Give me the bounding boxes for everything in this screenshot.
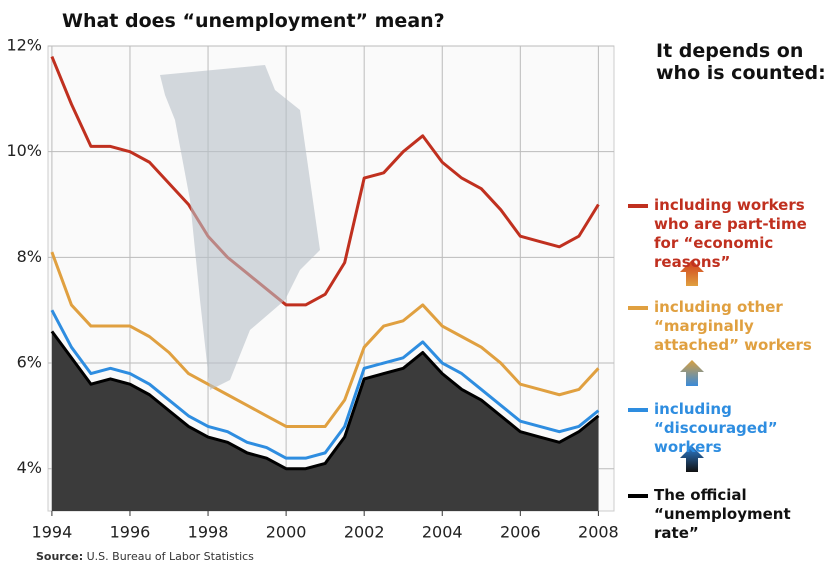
chart-title: What does “unemployment” mean?: [62, 10, 445, 32]
y-tick-label: 10%: [6, 141, 42, 160]
chart: 4% 6% 8% 10% 12% 1994 1996 1998 2000 2002 2004 2006…: [0, 0, 836, 568]
legend-label: including workers who are part-time for …: [654, 196, 833, 272]
legend-swatch: [628, 306, 648, 310]
source-label: Source:: [36, 550, 83, 563]
x-tick-label: 2002: [344, 523, 385, 542]
annotation: It depends on who is counted:: [656, 40, 826, 84]
legend-label: The official “unemployment rate”: [654, 486, 833, 543]
x-tick-label: 2008: [578, 523, 619, 542]
y-tick-label: 12%: [6, 36, 42, 55]
x-tick-label: 2004: [422, 523, 463, 542]
plot-area: 4% 6% 8% 10% 12% 1994 1996 1998 2000 2002 2004 2006…: [6, 36, 618, 542]
legend-swatch: [628, 408, 648, 412]
y-tick-label: 6%: [17, 353, 42, 372]
source: Source: U.S. Bureau of Labor Statistics: [36, 550, 254, 563]
x-tick-label: 1994: [32, 523, 73, 542]
source-text: U.S. Bureau of Labor Statistics: [87, 550, 254, 563]
legend-label: including other “marginally attached” wo…: [654, 298, 833, 355]
legend-label: including “discouraged” workers: [654, 400, 833, 457]
x-tick-label: 1996: [110, 523, 151, 542]
y-tick-label: 4%: [17, 458, 42, 477]
legend-entry: including other “marginally attached” wo…: [628, 298, 833, 355]
legend-entry: including workers who are part-time for …: [628, 196, 833, 272]
legend-entry: including “discouraged” workers: [628, 400, 833, 457]
x-tick-label: 2006: [500, 523, 541, 542]
y-tick-label: 8%: [17, 247, 42, 266]
legend-swatch: [628, 494, 648, 498]
arrow: [680, 360, 704, 386]
legend-swatch: [628, 204, 648, 208]
x-tick-label: 1998: [188, 523, 229, 542]
page: 4% 6% 8% 10% 12% 1994 1996 1998 2000 2002 2004 2006…: [0, 0, 836, 568]
legend-entry: The official “unemployment rate”: [628, 486, 833, 543]
x-tick-label: 2000: [266, 523, 307, 542]
